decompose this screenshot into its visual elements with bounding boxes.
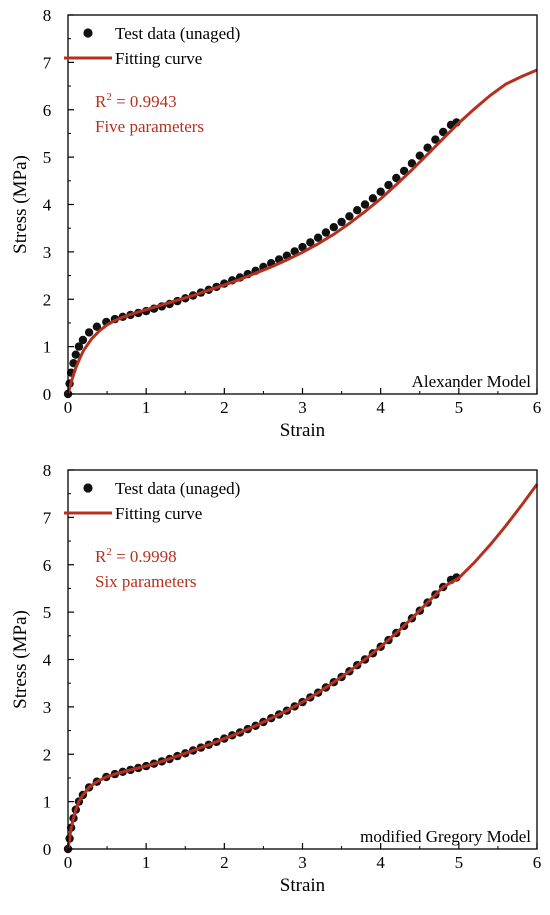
x-tick-label: 2: [220, 398, 229, 417]
data-point: [360, 200, 370, 209]
data-point: [298, 242, 307, 252]
plot-frame: [67, 14, 538, 395]
y-tick-label: 3: [43, 243, 52, 262]
data-point: [92, 322, 102, 331]
x-tick-label: 3: [298, 853, 307, 872]
legend-point-marker: [83, 28, 93, 38]
data-point: [313, 233, 323, 242]
y-tick-label: 7: [43, 53, 52, 72]
y-tick-label: 1: [43, 338, 52, 357]
x-tick-label: 4: [376, 398, 385, 417]
y-tick-label: 1: [43, 793, 52, 812]
data-point: [384, 180, 393, 190]
model-name-label: Alexander Model: [412, 372, 532, 391]
y-tick-label: 3: [43, 698, 52, 717]
data-point: [306, 238, 315, 247]
data-point: [345, 212, 354, 221]
test-data-points: [63, 118, 461, 399]
data-point: [329, 223, 338, 232]
y-axis-ticks: 0 1 2 3 4 5 6 7 8: [43, 461, 74, 859]
x-tick-label: 4: [376, 853, 385, 872]
y-tick-label: 5: [43, 603, 52, 622]
parameter-count-annotation: Six parameters: [95, 572, 197, 591]
legend-fitting-curve-label: Fitting curve: [115, 49, 202, 68]
y-tick-label: 8: [43, 6, 52, 25]
y-tick-label: 4: [43, 196, 52, 215]
x-tick-label: 0: [64, 853, 73, 872]
data-point: [415, 151, 424, 160]
y-tick-label: 0: [43, 840, 52, 859]
data-point: [321, 228, 331, 237]
y-axis-ticks: 0 1 2 3 4 5 6 7 8: [43, 6, 74, 404]
data-point: [423, 143, 432, 152]
data-point: [407, 159, 417, 168]
chart-panel-alexander: 0 1 2 3 4 5 6 0 1 2 3 4 5 6 7 8 Strain Stress (MPa) Te…: [10, 6, 541, 441]
legend: Test data (unaged) Fitting curve: [64, 24, 240, 68]
x-tick-label: 3: [298, 398, 307, 417]
y-tick-label: 2: [43, 745, 52, 764]
x-tick-label: 0: [64, 398, 73, 417]
y-tick-label: 8: [43, 461, 52, 480]
x-tick-label: 1: [142, 398, 151, 417]
data-point: [78, 335, 88, 345]
legend: Test data (unaged) Fitting curve: [64, 479, 240, 523]
y-axis-label: Stress (MPa): [10, 610, 31, 709]
legend-point-marker: [83, 483, 93, 493]
data-point: [337, 217, 346, 227]
x-axis-label: Strain: [280, 420, 326, 441]
x-axis-ticks: 0 1 2 3 4 5 6: [64, 388, 542, 417]
fitting-curve-line: [66, 483, 539, 850]
fitting-curve-line: [66, 68, 538, 395]
data-point: [368, 194, 378, 203]
data-point: [74, 342, 84, 351]
y-tick-label: 7: [43, 508, 52, 527]
x-axis-label: Strain: [280, 875, 326, 896]
data-point: [439, 127, 448, 137]
data-point: [353, 206, 362, 215]
data-point: [431, 135, 440, 144]
plot-frame: [67, 469, 538, 850]
chart-panel-modified-gregory: 0 1 2 3 4 5 6 0 1 2 3 4 5 6 7 8 Strain Stress (MPa) Te…: [10, 461, 541, 896]
data-point: [376, 187, 385, 196]
y-tick-label: 4: [43, 651, 52, 670]
x-tick-label: 6: [533, 398, 542, 417]
y-tick-label: 6: [43, 101, 52, 120]
y-tick-label: 6: [43, 556, 52, 575]
x-tick-label: 2: [220, 853, 229, 872]
x-tick-label: 6: [533, 853, 542, 872]
y-tick-label: 0: [43, 385, 52, 404]
parameter-count-annotation: Five parameters: [95, 117, 204, 136]
x-tick-label: 5: [455, 398, 464, 417]
test-data-points: [63, 573, 461, 854]
legend-test-data-label: Test data (unaged): [115, 24, 240, 43]
r-squared-annotation: R2 = 0.9943: [95, 91, 177, 111]
legend-fitting-curve-label: Fitting curve: [115, 504, 202, 523]
r-squared-annotation: R2 = 0.9998: [95, 546, 177, 566]
y-tick-label: 2: [43, 290, 52, 309]
data-point: [392, 173, 401, 183]
legend-test-data-label: Test data (unaged): [115, 479, 240, 498]
y-tick-label: 5: [43, 148, 52, 167]
x-axis-ticks: 0 1 2 3 4 5 6: [64, 843, 542, 872]
y-axis-label: Stress (MPa): [10, 155, 31, 254]
x-tick-label: 5: [455, 853, 464, 872]
x-tick-label: 1: [142, 853, 151, 872]
data-point: [71, 350, 81, 359]
data-point: [84, 328, 94, 337]
data-point: [399, 166, 409, 176]
model-name-label: modified Gregory Model: [360, 827, 531, 846]
